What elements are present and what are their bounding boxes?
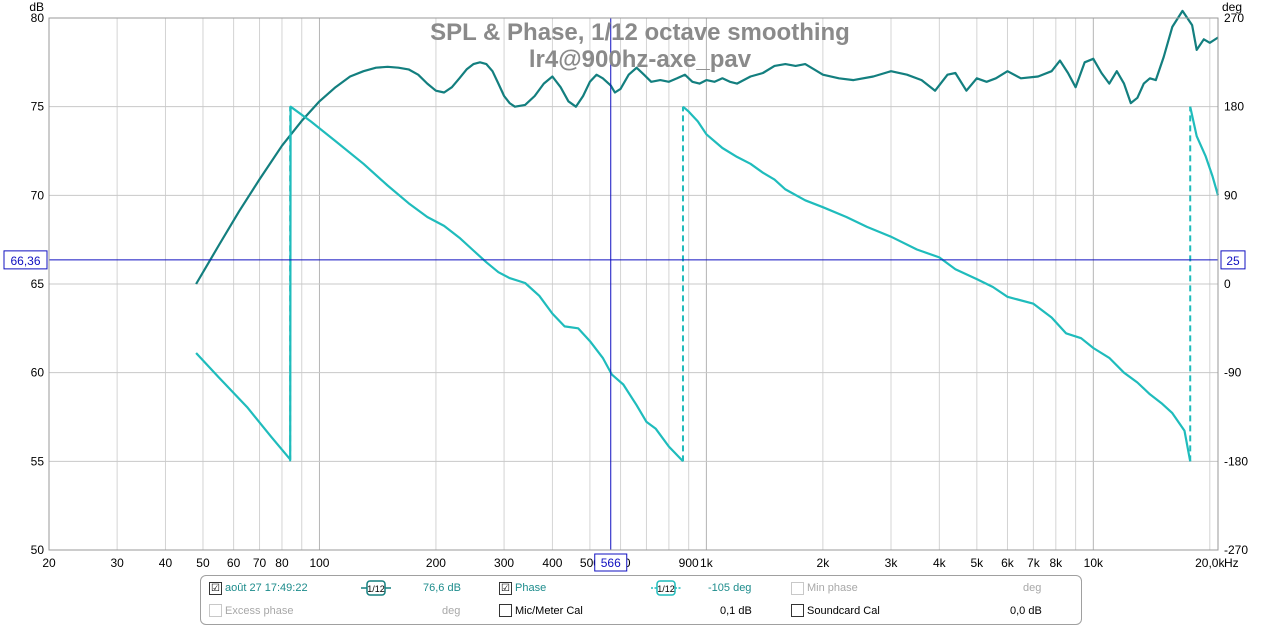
phase-smoothing-icon[interactable]: 1/12: [651, 580, 681, 596]
y2-tick-label: 0: [1224, 277, 1231, 291]
y-tick-label: 50: [31, 543, 45, 557]
svg-text:1/12: 1/12: [657, 584, 675, 594]
mic-cal-value: 0,1 dB: [720, 605, 752, 617]
excess-phase-label: Excess phase: [225, 605, 294, 617]
cursor-y-label: 66,36: [10, 254, 40, 268]
mic-cal-checkbox[interactable]: [499, 604, 512, 617]
spl-phase-chart[interactable]: 203040506070801002003004005006009001k2k3…: [0, 0, 1280, 575]
phase-line: [195, 105, 684, 463]
series-lines: [195, 9, 1220, 463]
x-tick-label: 60: [227, 556, 241, 570]
excess-phase-unit: deg: [442, 605, 461, 617]
legend-panel: ☑ août 27 17:49:22 1/12 76,6 dB ☑ Phase …: [200, 575, 1082, 625]
x-tick-label: 300: [494, 556, 514, 570]
phase-value: -105 deg: [708, 582, 752, 594]
plot-border: [48, 17, 1219, 551]
y2-tick-label: -90: [1224, 366, 1242, 380]
phase-line: [1189, 106, 1220, 196]
phase-line: [682, 105, 1192, 462]
y-tick-label: 55: [31, 454, 45, 468]
min-phase-label: Min phase: [807, 582, 858, 594]
x-tick-label: 30: [110, 556, 124, 570]
min-phase-unit: deg: [1023, 582, 1042, 594]
x-axis-ticks: 203040506070801002003004005006009001k2k3…: [42, 556, 1225, 570]
soundcard-cal-value: 0,0 dB: [1010, 605, 1042, 617]
grid: [49, 18, 1218, 550]
cursor-x-label-box: [594, 553, 628, 572]
y2-tick-label: 90: [1224, 188, 1238, 202]
x-tick-label: 20: [42, 556, 56, 570]
y2-axis-ticks: -270 -180 -90 0 90 180 270: [1224, 11, 1248, 557]
min-phase-checkbox[interactable]: [791, 582, 804, 595]
x-tick-label: 7k: [1027, 556, 1041, 570]
cursor[interactable]: 66,36 25 566: [3, 18, 1246, 572]
x-tick-label: 8k: [1049, 556, 1063, 570]
spl-smoothing-icon[interactable]: 1/12: [361, 580, 391, 596]
y2-tick-label: 180: [1224, 100, 1244, 114]
excess-phase-checkbox[interactable]: [209, 604, 222, 617]
cursor-y2-label-box: [1220, 250, 1246, 270]
y2-axis-unit: deg: [1222, 0, 1242, 14]
cursor-x-label: 566: [601, 556, 621, 570]
x-tick-label: 10k: [1084, 556, 1104, 570]
x-tick-label: 3k: [885, 556, 899, 570]
y2-tick-label: 270: [1224, 11, 1244, 25]
x-tick-label: 400: [542, 556, 562, 570]
spl-value: 76,6 dB: [423, 582, 461, 594]
x-tick-label: 80: [275, 556, 289, 570]
chart-title: SPL & Phase, 1/12 octave smoothing: [430, 19, 850, 46]
measurement-label: août 27 17:49:22: [225, 582, 308, 594]
svg-text:1/12: 1/12: [367, 584, 385, 594]
y-axis-ticks: 50 55 60 65 70 75 80: [31, 11, 45, 557]
x-tick-label: 20,0k: [1195, 556, 1225, 570]
cursor-y-label-box: [3, 250, 48, 270]
chart-subtitle: lr4@900hz-axe_pav: [529, 46, 752, 73]
y-axis-unit: dB: [29, 0, 44, 14]
x-tick-label: 4k: [933, 556, 947, 570]
y-tick-label: 60: [31, 366, 45, 380]
x-tick-label: 100: [309, 556, 329, 570]
x-tick-label: 70: [253, 556, 267, 570]
x-tick-label: 5k: [971, 556, 985, 570]
x-tick-label: 6k: [1001, 556, 1015, 570]
x-tick-label: 40: [159, 556, 173, 570]
y-tick-label: 75: [31, 100, 45, 114]
soundcard-cal-label: Soundcard Cal: [807, 605, 880, 617]
x-tick-label: 50: [196, 556, 210, 570]
mic-cal-label: Mic/Meter Cal: [515, 605, 583, 617]
soundcard-cal-checkbox[interactable]: [791, 604, 804, 617]
y2-tick-label: -180: [1224, 454, 1248, 468]
x-tick-label: 200: [426, 556, 446, 570]
phase-label: Phase: [515, 582, 547, 594]
y-tick-label: 80: [31, 11, 45, 25]
phase-checkbox[interactable]: ☑: [499, 582, 512, 595]
x-axis-unit: Hz: [1224, 556, 1239, 570]
x-tick-label: 2k: [817, 556, 831, 570]
x-tick-label: 1k: [700, 556, 714, 570]
y-tick-label: 70: [31, 188, 45, 202]
y-tick-label: 65: [31, 277, 45, 291]
spl-line: [195, 9, 1219, 285]
cursor-y2-label: 25: [1226, 254, 1240, 268]
y2-tick-label: -270: [1224, 543, 1248, 557]
x-tick-label: 900: [679, 556, 699, 570]
measurement-checkbox[interactable]: ☑: [209, 582, 222, 595]
